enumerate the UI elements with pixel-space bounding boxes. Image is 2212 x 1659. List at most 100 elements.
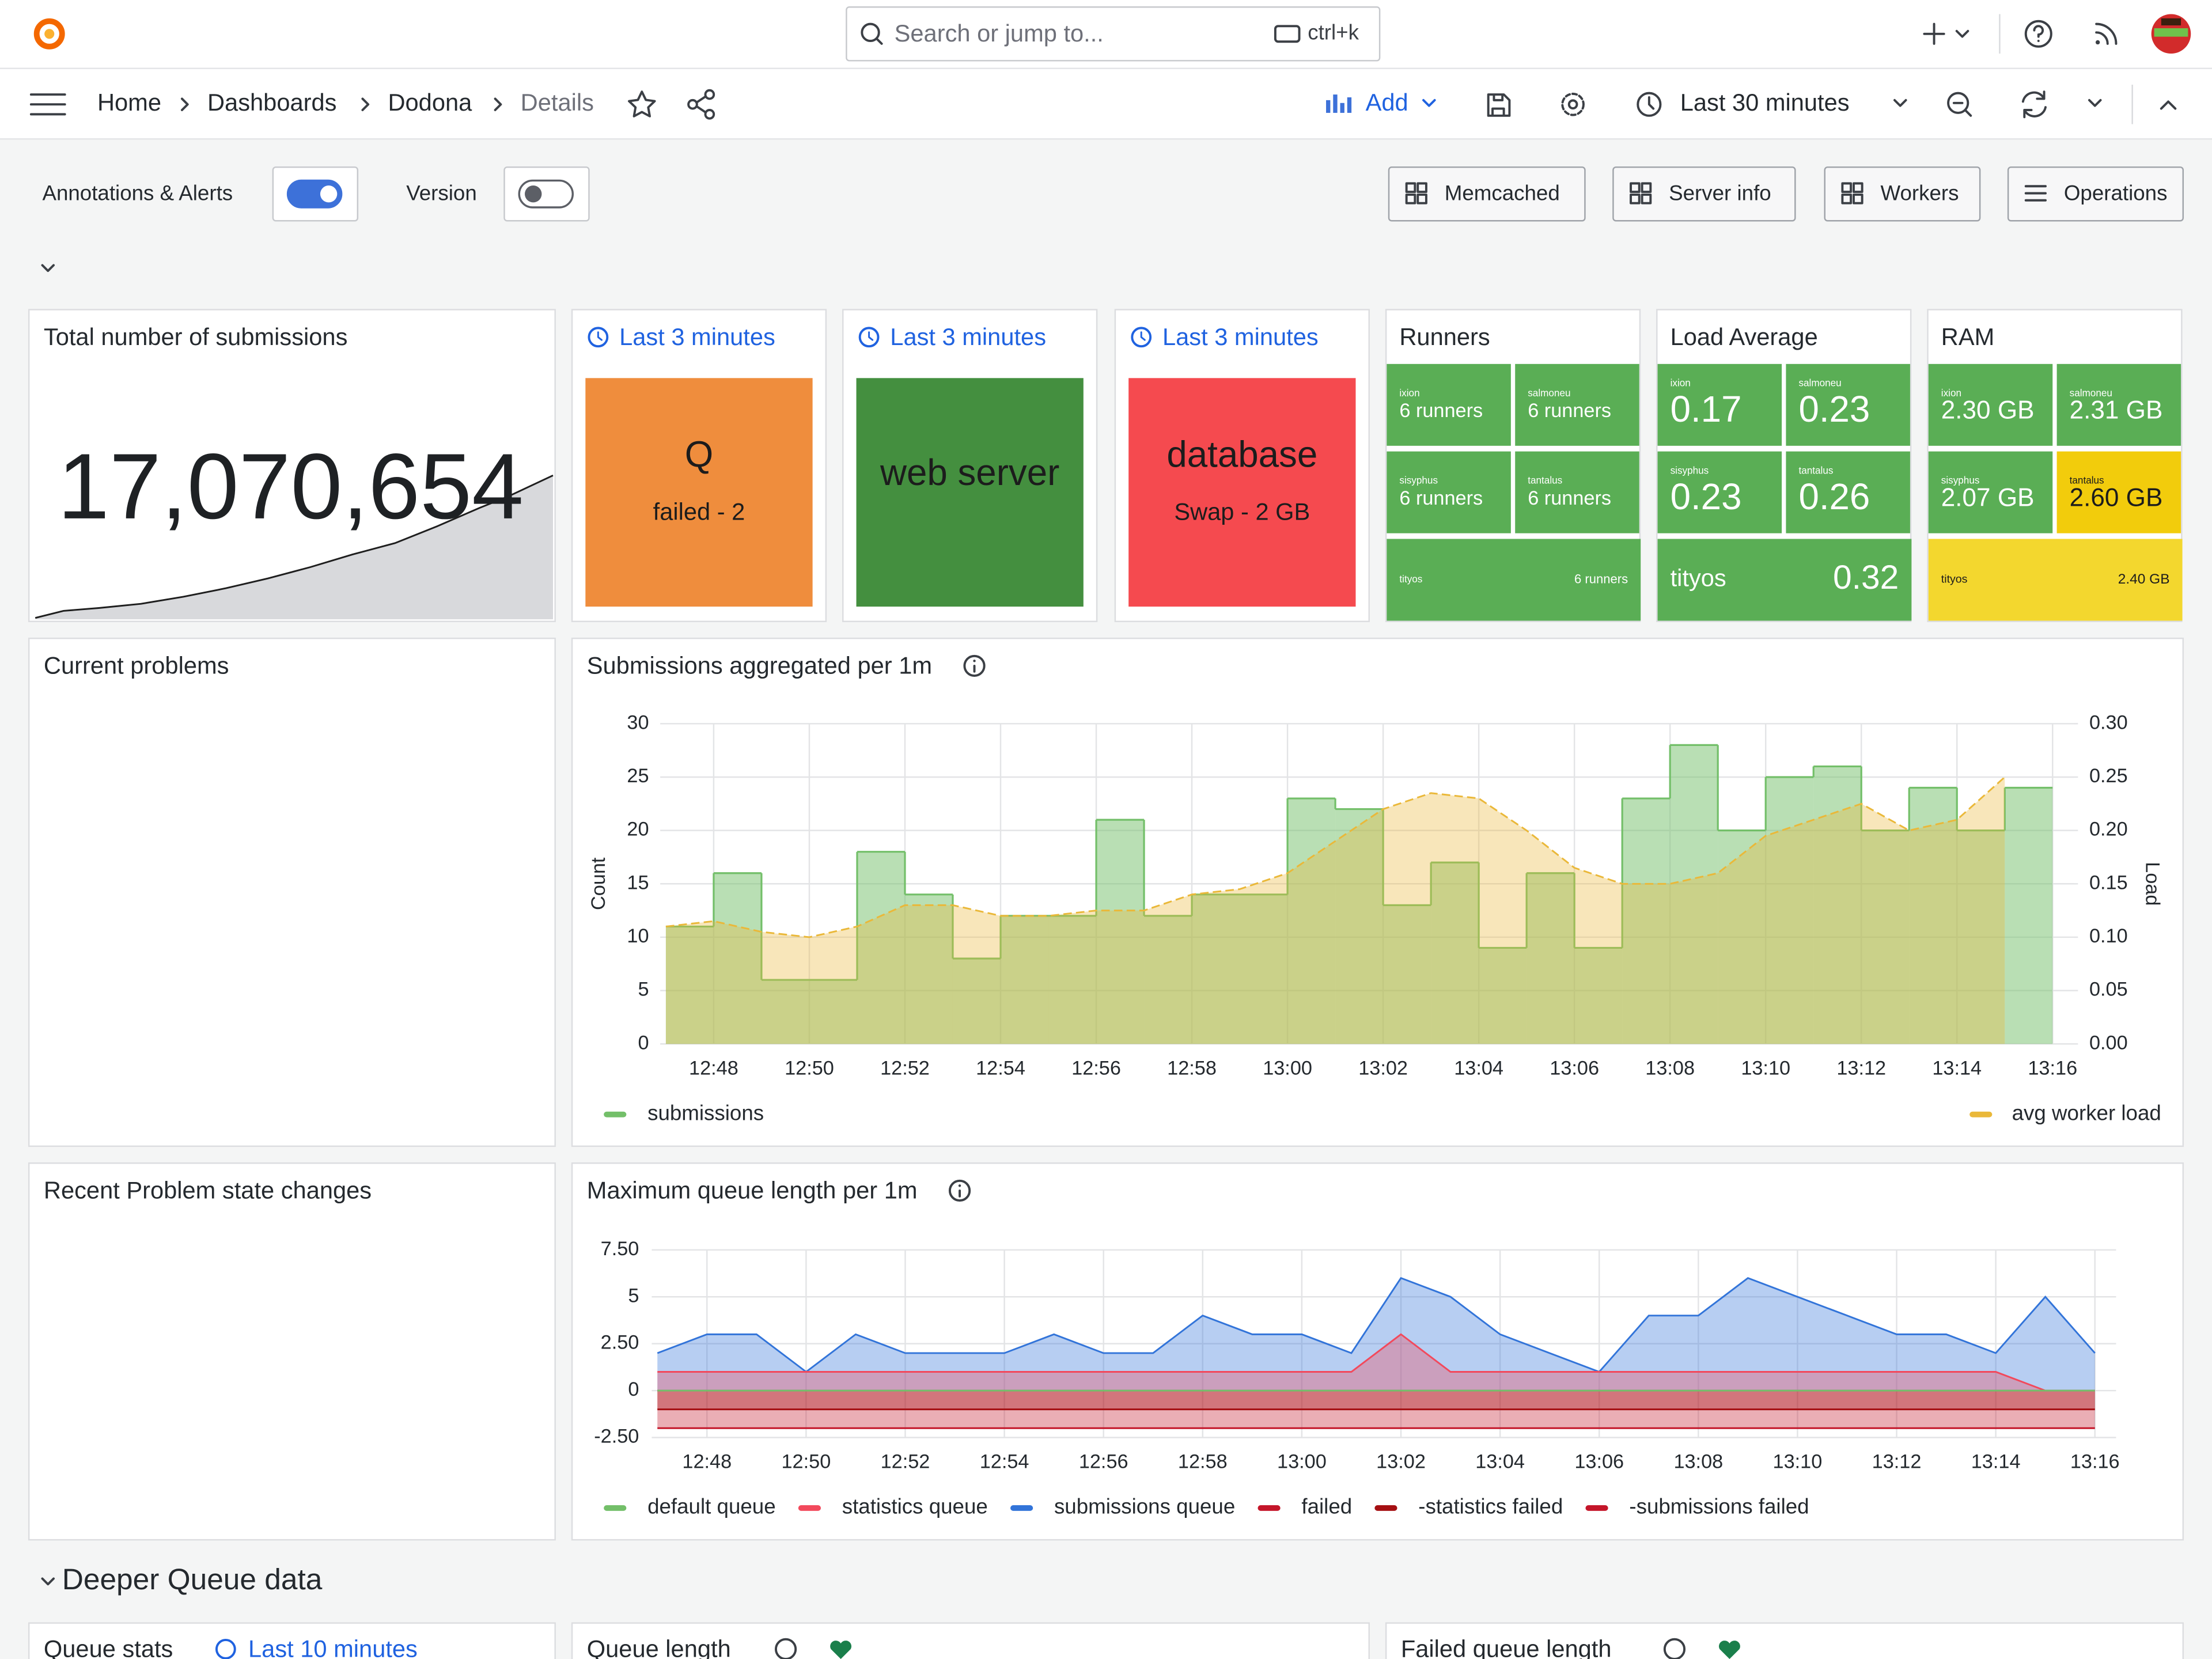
variable-controls: Annotations & Alerts Version Memcached Serv…	[42, 166, 2184, 222]
row-title[interactable]: Deeper Queue data	[62, 1562, 323, 1596]
collapse-button[interactable]	[2160, 100, 2177, 110]
add-button[interactable]: Add	[1326, 89, 1436, 116]
x-tick-label: 12:50	[782, 1451, 831, 1473]
legend-item[interactable]: default queue	[604, 1495, 776, 1518]
legend-item[interactable]: submissions queue	[1010, 1495, 1235, 1518]
breadcrumb[interactable]: Dodona	[388, 89, 472, 116]
toggle-switch[interactable]	[286, 179, 343, 209]
save-button[interactable]	[1487, 93, 1511, 117]
add-label: Add	[1366, 89, 1408, 116]
keyboard-icon	[1274, 25, 1301, 43]
series-line	[657, 1333, 2095, 1392]
x-tick-label: 13:14	[1932, 1057, 1982, 1079]
y2-tick-label: 0.15	[2089, 872, 2128, 893]
stat-value: 6 runners	[1399, 400, 1483, 422]
share-button[interactable]	[687, 89, 715, 120]
refresh-button[interactable]	[2021, 90, 2047, 119]
y-tick-label: 0	[638, 1032, 649, 1054]
chevron-icon	[1955, 29, 1969, 38]
info-icon[interactable]	[774, 1638, 797, 1659]
logo[interactable]	[33, 18, 65, 50]
clock-icon	[858, 327, 880, 348]
time-picker[interactable]: Last 30 minutes	[1637, 89, 1907, 117]
legend-swatch	[1374, 1505, 1397, 1511]
dashboard-link[interactable]: Memcached	[1388, 166, 1586, 222]
stat-host: sisyphus	[1671, 464, 1709, 476]
legend-swatch	[604, 1111, 627, 1118]
menu-button[interactable]	[29, 93, 66, 116]
x-tick-label: 12:54	[976, 1057, 1025, 1079]
stat-value: 2.60 GB	[2070, 484, 2163, 512]
settings-button[interactable]	[1561, 92, 1585, 116]
stat-cell	[1928, 363, 2053, 446]
legend-swatch	[604, 1505, 627, 1511]
stat-cell	[1786, 363, 1910, 446]
series-area	[657, 1391, 2095, 1410]
dashboard-link[interactable]: Server info	[1612, 166, 1796, 222]
legend-item[interactable]: -submissions failed	[1585, 1495, 1809, 1518]
refresh-interval-button[interactable]	[2088, 99, 2102, 107]
profile-avatar[interactable]	[2151, 14, 2191, 54]
status-name: Q	[685, 434, 714, 475]
search-box[interactable]: Search or jump to... ctrl+k	[846, 6, 1381, 62]
y-tick-label: 2.50	[601, 1332, 639, 1354]
y-tick-label: 0	[628, 1378, 639, 1400]
info-icon	[958, 1184, 961, 1187]
add-icon	[1333, 94, 1338, 113]
dashboard-link[interactable]: Operations	[2007, 166, 2184, 222]
stat-cell	[1515, 363, 1639, 446]
rss-icon	[2095, 22, 2118, 45]
star-button[interactable]	[628, 90, 656, 118]
breadcrumb[interactable]: Dashboards	[207, 89, 336, 116]
help-button[interactable]	[2024, 20, 2052, 48]
x-tick-label: 12:58	[1178, 1451, 1228, 1473]
link-icon	[1416, 194, 1427, 204]
dashboard-link[interactable]: Workers	[1824, 166, 1981, 222]
status-tile	[1128, 378, 1356, 607]
stat-host: tantalus	[1798, 464, 1833, 476]
toggle-switch[interactable]	[518, 179, 574, 209]
legend-item[interactable]: avg worker load	[1969, 1101, 2161, 1124]
breadcrumb[interactable]: Home	[97, 89, 161, 116]
panel-title: Recent Problem state changes	[44, 1176, 372, 1203]
stat-host: tityos	[1671, 565, 1726, 592]
chart-title: Submissions aggregated per 1m	[587, 652, 932, 679]
zoom-out-button[interactable]	[1947, 92, 1972, 117]
info-icon[interactable]	[1663, 1638, 1686, 1659]
add-icon	[1326, 100, 1331, 113]
legend-item[interactable]: -statistics failed	[1374, 1495, 1563, 1518]
share-icon	[687, 99, 698, 110]
link-icon	[1630, 194, 1641, 204]
x-tick-label: 13:04	[1475, 1451, 1525, 1473]
breadcrumbs: Home Dashboards Dodona Details	[97, 89, 594, 116]
x-tick-label: 13:12	[1836, 1057, 1886, 1079]
legend-item[interactable]: failed	[1257, 1495, 1352, 1518]
legend-item[interactable]: statistics queue	[798, 1495, 988, 1518]
legend-item[interactable]: submissions	[604, 1101, 764, 1124]
panel-title: Failed queue length	[1401, 1635, 1612, 1659]
series-area	[657, 1278, 2095, 1391]
expand-button[interactable]	[41, 264, 55, 272]
step-bar	[904, 894, 953, 1044]
chart-title: Maximum queue length per 1m	[587, 1176, 918, 1203]
x-tick-label: 12:56	[1079, 1451, 1128, 1473]
gear-icon	[1561, 92, 1585, 116]
panel-title: Runners	[1399, 323, 1490, 350]
save-icon	[1487, 93, 1511, 117]
info-icon[interactable]	[948, 1179, 971, 1202]
stat-cell	[1515, 451, 1639, 533]
row-toggle[interactable]	[41, 1577, 55, 1586]
legend-swatch	[1585, 1505, 1608, 1511]
step-bar	[1431, 862, 1479, 1044]
info-icon[interactable]	[963, 654, 986, 677]
legend-label: statistics queue	[842, 1495, 988, 1518]
y-tick-label: 15	[627, 872, 649, 893]
panel	[28, 637, 556, 1147]
rss-icon	[2095, 40, 2100, 45]
new-menu[interactable]	[1923, 22, 1969, 45]
stat-cell	[1387, 363, 1511, 446]
clock-icon	[868, 331, 874, 341]
news-button[interactable]	[2095, 22, 2118, 45]
add-icon	[1340, 103, 1344, 113]
